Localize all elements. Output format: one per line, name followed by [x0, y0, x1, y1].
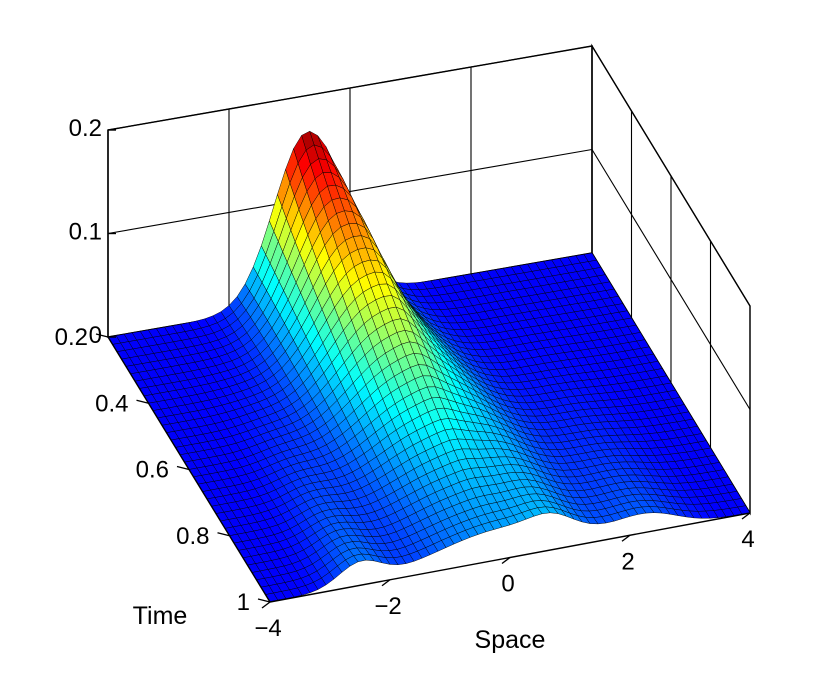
y-tick-mark [257, 598, 271, 603]
y-axis-title: Time [133, 602, 188, 630]
y-tick-label: 0.6 [136, 457, 169, 484]
x-tick-mark [501, 556, 511, 565]
z-tick-label: 0 [89, 322, 102, 349]
grid-line-back-z [107, 45, 593, 131]
y-tick-label: 0.2 [55, 324, 88, 351]
y-tick-mark [95, 333, 109, 338]
x-tick-label: −2 [374, 593, 401, 620]
y-tick-label: 1 [237, 589, 250, 616]
x-axis-title: Space [475, 626, 546, 654]
x-tick-label: 0 [501, 571, 514, 598]
x-tick-label: 4 [741, 526, 754, 553]
surface-mesh [107, 130, 751, 603]
x-tick-mark [741, 512, 751, 520]
x-tick-mark [621, 534, 631, 542]
y-tick-mark [217, 532, 230, 537]
x-tick-label: −4 [254, 615, 281, 642]
y-tick-mark [136, 399, 149, 404]
z-tick-label: 0.1 [69, 219, 102, 246]
axes-ticks: −4 −2 0 2 4 0.2 0.4 0.6 0.8 1 0 0.1 0.2 [55, 115, 755, 642]
x-tick-label: 2 [621, 548, 634, 575]
z-tick-label: 0.2 [69, 115, 102, 142]
grid-line-back-z [107, 148, 593, 235]
x-tick-mark [261, 601, 271, 609]
y-tick-label: 0.4 [95, 390, 128, 417]
x-tick-mark [381, 579, 391, 587]
y-tick-label: 0.8 [176, 523, 209, 550]
y-tick-mark [176, 465, 190, 471]
